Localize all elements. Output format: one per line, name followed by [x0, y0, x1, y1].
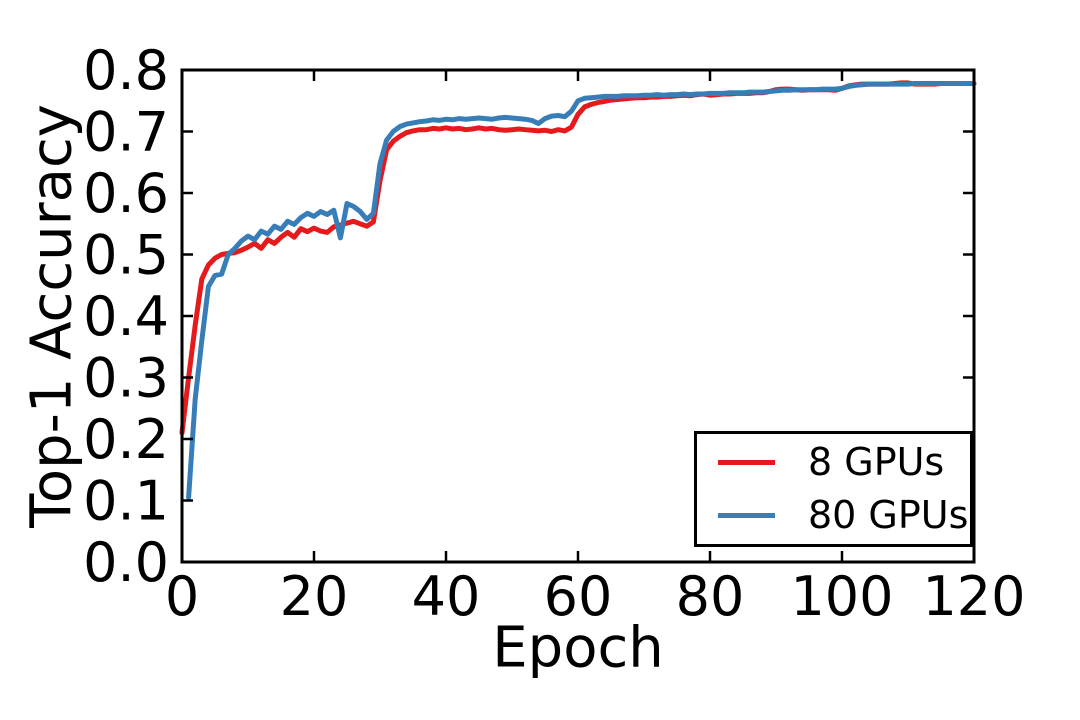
y-tick-label: 0.6 — [83, 162, 169, 225]
y-tick-label: 0.0 — [83, 531, 169, 594]
legend-item-8gpus: 8 GPUs — [718, 443, 944, 481]
x-tick-label: 20 — [280, 565, 349, 628]
x-tick-label: 100 — [790, 565, 893, 628]
x-tick-label: 60 — [544, 565, 613, 628]
legend-label-80gpus: 80 GPUs — [808, 493, 969, 537]
y-axis-label: Top-1 Accuracy — [19, 104, 85, 528]
legend-line-80gpus — [718, 512, 775, 518]
legend-label-8gpus: 8 GPUs — [808, 440, 945, 484]
series-line-80-gpus — [186, 81, 977, 500]
y-tick-label: 0.7 — [83, 101, 169, 164]
y-tick-label: 0.5 — [83, 224, 169, 287]
x-tick-label: 80 — [676, 565, 745, 628]
series-line-8-gpus — [179, 80, 977, 436]
y-tick-label: 0.8 — [83, 39, 169, 102]
x-axis-label: Epoch — [492, 615, 664, 681]
y-tick-label: 0.1 — [83, 470, 169, 533]
legend-line-8gpus — [718, 459, 775, 465]
x-tick-label: 40 — [412, 565, 481, 628]
legend-item-80gpus: 80 GPUs — [718, 496, 968, 534]
y-tick-label: 0.3 — [83, 347, 169, 410]
y-tick-label: 0.2 — [83, 408, 169, 471]
y-tick-label: 0.4 — [83, 285, 169, 348]
x-tick-label: 120 — [922, 565, 1025, 628]
legend: 8 GPUs 80 GPUs — [694, 431, 973, 547]
x-tick-label: 0 — [165, 565, 199, 628]
